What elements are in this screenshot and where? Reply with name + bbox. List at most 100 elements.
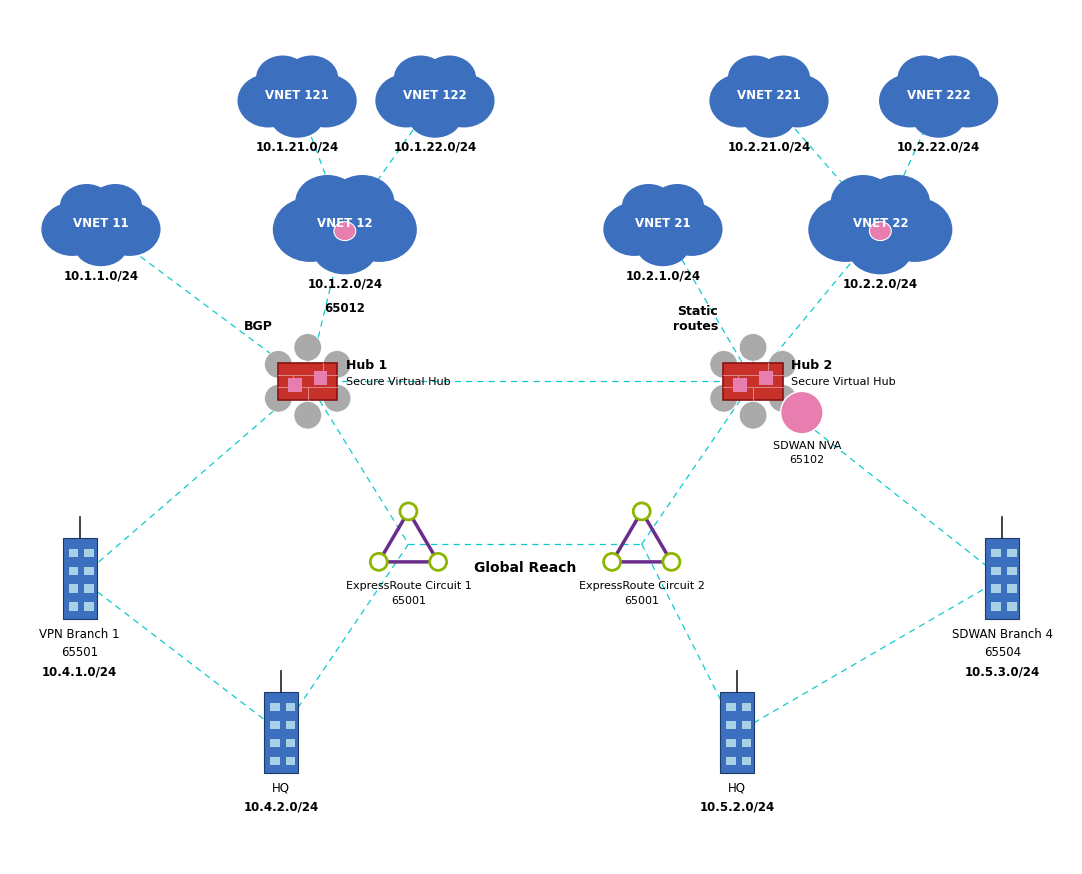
FancyBboxPatch shape <box>742 739 751 747</box>
Ellipse shape <box>780 392 823 434</box>
Text: VNET 11: VNET 11 <box>74 218 129 231</box>
Text: VNET 221: VNET 221 <box>737 89 801 102</box>
FancyBboxPatch shape <box>270 739 280 747</box>
Text: 10.5.2.0/24: 10.5.2.0/24 <box>700 801 775 814</box>
Ellipse shape <box>739 334 767 361</box>
Text: Static
routes: Static routes <box>673 305 718 333</box>
Text: VNET 121: VNET 121 <box>265 89 329 102</box>
Text: Secure Virtual Hub: Secure Virtual Hub <box>791 378 896 387</box>
FancyBboxPatch shape <box>84 549 94 557</box>
Ellipse shape <box>622 189 704 259</box>
FancyBboxPatch shape <box>726 721 736 729</box>
FancyBboxPatch shape <box>264 692 299 773</box>
Ellipse shape <box>98 203 160 256</box>
Text: VNET 122: VNET 122 <box>404 89 466 102</box>
Ellipse shape <box>294 401 321 429</box>
Ellipse shape <box>866 175 931 230</box>
Text: VNET 22: VNET 22 <box>853 217 908 230</box>
Ellipse shape <box>238 74 299 128</box>
Ellipse shape <box>710 74 771 128</box>
FancyBboxPatch shape <box>742 703 751 711</box>
FancyBboxPatch shape <box>270 757 280 765</box>
Ellipse shape <box>878 198 952 262</box>
FancyBboxPatch shape <box>726 757 736 765</box>
Text: 10.4.1.0/24: 10.4.1.0/24 <box>42 665 117 678</box>
Ellipse shape <box>848 225 912 274</box>
Ellipse shape <box>739 401 767 429</box>
Ellipse shape <box>342 198 417 262</box>
FancyBboxPatch shape <box>69 566 78 575</box>
Text: 10.1.22.0/24: 10.1.22.0/24 <box>394 141 476 154</box>
FancyBboxPatch shape <box>84 566 94 575</box>
Ellipse shape <box>879 74 940 128</box>
Ellipse shape <box>912 97 965 138</box>
Ellipse shape <box>295 175 359 230</box>
Text: VNET 21: VNET 21 <box>635 218 690 231</box>
Ellipse shape <box>430 553 447 571</box>
Ellipse shape <box>808 198 883 262</box>
Ellipse shape <box>60 184 114 229</box>
Text: SDWAN NVA: SDWAN NVA <box>773 440 842 451</box>
FancyBboxPatch shape <box>1007 566 1016 575</box>
Ellipse shape <box>285 56 339 101</box>
Ellipse shape <box>622 184 675 229</box>
Ellipse shape <box>295 181 395 266</box>
Text: 65001: 65001 <box>391 596 426 606</box>
FancyBboxPatch shape <box>69 602 78 611</box>
Ellipse shape <box>370 553 387 571</box>
Ellipse shape <box>265 350 292 378</box>
Ellipse shape <box>742 97 795 138</box>
Ellipse shape <box>394 56 447 101</box>
FancyBboxPatch shape <box>84 602 94 611</box>
FancyBboxPatch shape <box>314 371 328 385</box>
Text: Global Reach: Global Reach <box>474 561 577 575</box>
Ellipse shape <box>60 189 142 259</box>
Ellipse shape <box>633 503 650 520</box>
Ellipse shape <box>926 56 979 101</box>
FancyBboxPatch shape <box>991 549 1001 557</box>
Ellipse shape <box>324 350 351 378</box>
Text: ExpressRoute Circuit 2: ExpressRoute Circuit 2 <box>579 580 704 591</box>
FancyBboxPatch shape <box>742 721 751 729</box>
Text: Hub 2: Hub 2 <box>791 359 832 372</box>
Text: 10.2.1.0/24: 10.2.1.0/24 <box>625 269 700 282</box>
Ellipse shape <box>256 56 309 101</box>
FancyBboxPatch shape <box>1007 549 1016 557</box>
FancyBboxPatch shape <box>288 378 302 392</box>
Ellipse shape <box>313 225 378 274</box>
Ellipse shape <box>400 503 417 520</box>
FancyBboxPatch shape <box>1007 585 1016 593</box>
Ellipse shape <box>768 350 796 378</box>
Text: 10.1.2.0/24: 10.1.2.0/24 <box>307 278 382 291</box>
FancyBboxPatch shape <box>278 363 338 399</box>
Ellipse shape <box>324 385 351 412</box>
FancyBboxPatch shape <box>721 692 754 773</box>
Ellipse shape <box>41 203 103 256</box>
FancyBboxPatch shape <box>286 721 295 729</box>
FancyBboxPatch shape <box>734 378 748 392</box>
FancyBboxPatch shape <box>726 703 736 711</box>
FancyBboxPatch shape <box>758 371 773 385</box>
Ellipse shape <box>869 222 892 240</box>
FancyBboxPatch shape <box>991 602 1001 611</box>
Ellipse shape <box>636 225 689 267</box>
Ellipse shape <box>433 74 494 128</box>
Ellipse shape <box>728 56 781 101</box>
Ellipse shape <box>334 222 356 240</box>
FancyBboxPatch shape <box>69 585 78 593</box>
Text: VNET 222: VNET 222 <box>907 89 971 102</box>
FancyBboxPatch shape <box>270 721 280 729</box>
Ellipse shape <box>768 385 796 412</box>
Ellipse shape <box>89 184 142 229</box>
Text: 65001: 65001 <box>624 596 659 606</box>
Text: ExpressRoute Circuit 1: ExpressRoute Circuit 1 <box>345 580 472 591</box>
Ellipse shape <box>661 203 723 256</box>
Ellipse shape <box>710 350 738 378</box>
FancyBboxPatch shape <box>991 566 1001 575</box>
Text: 10.2.2.0/24: 10.2.2.0/24 <box>843 278 918 291</box>
Text: 65501: 65501 <box>62 647 98 660</box>
FancyBboxPatch shape <box>1007 602 1016 611</box>
Text: 10.1.1.0/24: 10.1.1.0/24 <box>64 269 138 282</box>
FancyBboxPatch shape <box>986 538 1019 619</box>
Ellipse shape <box>898 60 979 130</box>
